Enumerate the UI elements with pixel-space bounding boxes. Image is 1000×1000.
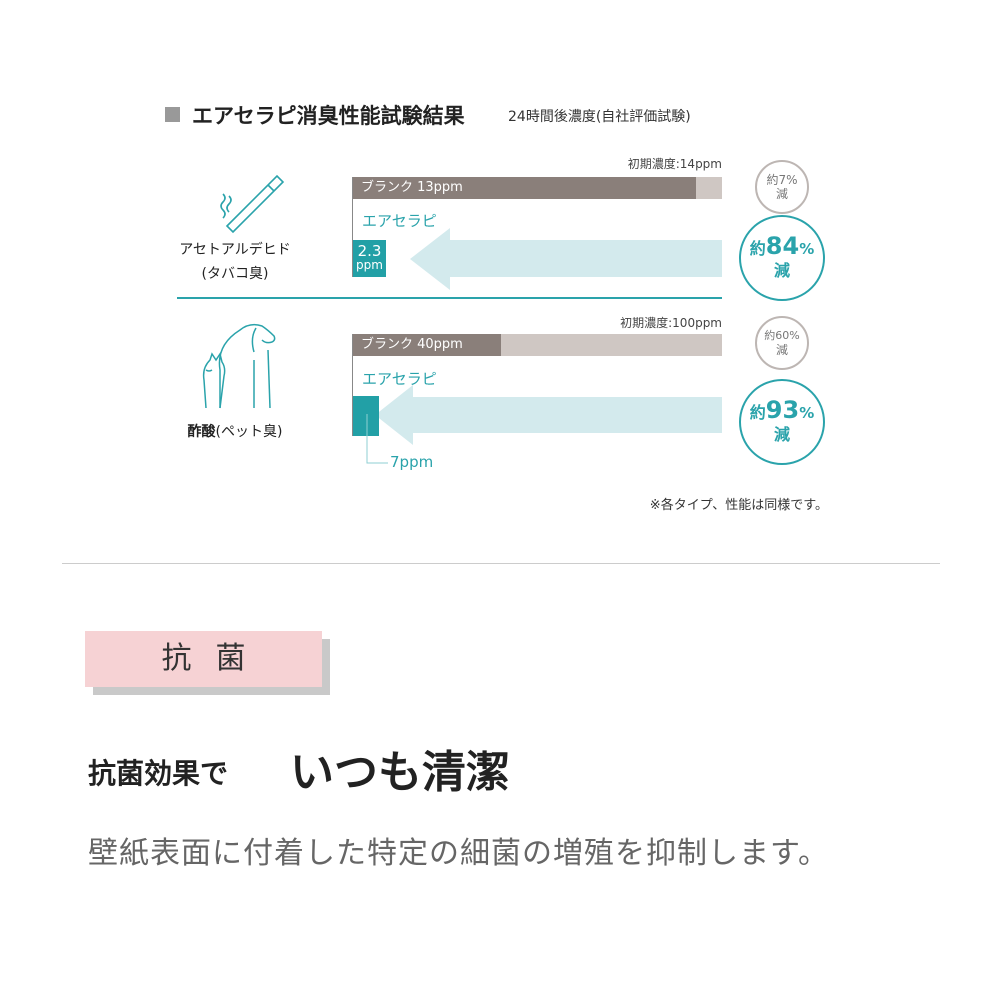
product-label-2: エアセラピ (362, 370, 437, 388)
axis-line-1 (352, 177, 353, 277)
section-badge: 抗菌 (85, 631, 322, 687)
section-description: 壁紙表面に付着した特定の細菌の増殖を抑制します。 (88, 836, 829, 871)
product-label-1: エアセラピ (362, 212, 437, 230)
badge-number: 93 (765, 395, 800, 424)
odor-name-acetic-acid: 酢酸(ペット臭) (155, 421, 315, 441)
badge-suffix: 減 (773, 424, 790, 444)
odor-sub-pet: (ペット臭) (215, 424, 283, 440)
badge-prefix: 約 (749, 238, 766, 258)
badge-text: 減 (775, 343, 788, 357)
badge-prefix: 約 (749, 402, 766, 422)
product-value-1: 2.3 (357, 242, 382, 260)
product-unit-1: ppm (356, 258, 383, 272)
product-bar-1: 2.3 ppm (353, 240, 386, 277)
odor-sub-tobacco: (タバコ臭) (201, 266, 269, 282)
odor-name-acetaldehyde: アセトアルデヒド (179, 242, 291, 258)
blank-bar-2: ブランク 40ppm (353, 334, 501, 356)
initial-concentration-2: 初期濃度:100ppm (620, 316, 722, 330)
title-square-icon (165, 107, 180, 122)
product-bar-2 (353, 396, 379, 436)
chart-title: エアセラピ消臭性能試験結果 (192, 104, 465, 128)
badge-text: 約60% (764, 329, 800, 342)
badge-text: 減 (775, 187, 788, 201)
value-leader-line (366, 414, 388, 464)
blank-reduction-badge-2: 約60% 減 (755, 316, 809, 370)
footnote: ※各タイプ、性能は同様です。 (649, 498, 828, 513)
badge-pct: % (799, 403, 815, 422)
reduction-arrow-2 (375, 385, 722, 445)
cigarette-icon (220, 174, 285, 234)
section-divider (62, 563, 940, 564)
headline-lead: 抗菌効果で (88, 757, 229, 790)
badge-number: 84 (765, 231, 800, 260)
headline-main: いつも清潔 (290, 747, 510, 798)
badge-suffix: 減 (773, 260, 790, 280)
initial-concentration-1: 初期濃度:14ppm (627, 157, 722, 171)
product-reduction-badge-2: 約93% 減 (739, 379, 825, 465)
pet-icon (202, 323, 276, 409)
group-divider (177, 297, 722, 299)
reduction-arrow-1 (410, 228, 722, 290)
product-value-2: 7ppm (390, 453, 434, 471)
blank-bar-1: ブランク 13ppm (353, 177, 696, 199)
badge-text: 約7% (766, 173, 798, 187)
odor-name: 酢酸 (187, 424, 216, 440)
badge-pct: % (799, 239, 815, 258)
chart-subtitle: 24時間後濃度(自社評価試験) (508, 109, 691, 125)
axis-line-2 (352, 334, 353, 436)
product-reduction-badge-1: 約84% 減 (739, 215, 825, 301)
blank-reduction-badge-1: 約7% 減 (755, 160, 809, 214)
